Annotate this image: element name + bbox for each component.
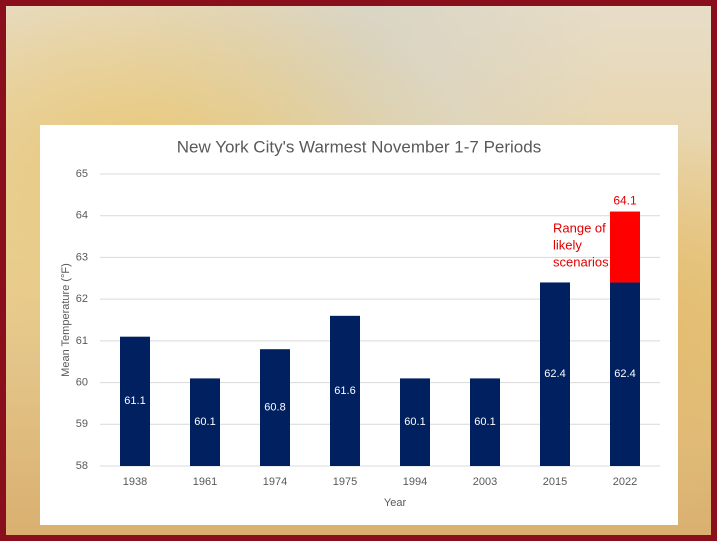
- range-bar: [610, 211, 640, 283]
- bar: [610, 282, 640, 466]
- x-tick-label: 1938: [123, 476, 147, 488]
- y-tick-label: 58: [76, 460, 88, 472]
- data-label: 61.6: [334, 385, 355, 397]
- annotation: scenarios: [553, 254, 609, 269]
- bar: [120, 336, 150, 466]
- data-label: 60.1: [194, 416, 215, 428]
- data-label: 60.1: [474, 416, 495, 428]
- y-tick-label: 62: [76, 293, 88, 305]
- y-tick-label: 63: [76, 251, 88, 263]
- data-label: 62.4: [544, 368, 565, 380]
- x-tick-label: 1994: [403, 476, 427, 488]
- y-tick-label: 64: [76, 210, 88, 222]
- y-tick-label: 65: [76, 168, 88, 180]
- y-tick-label: 59: [76, 418, 88, 430]
- data-label: 61.1: [124, 395, 145, 407]
- x-tick-label: 2022: [613, 476, 637, 488]
- range-label: 64.1: [613, 194, 637, 208]
- annotation: likely: [553, 237, 582, 252]
- x-tick-label: 1974: [263, 476, 287, 488]
- x-axis-title: Year: [384, 497, 407, 509]
- y-tick-label: 60: [76, 376, 88, 388]
- bar: [330, 315, 360, 466]
- data-label: 60.1: [404, 416, 425, 428]
- bar: [470, 378, 500, 466]
- chart-title: New York City's Warmest November 1-7 Per…: [177, 137, 541, 156]
- x-tick-label: 1961: [193, 476, 217, 488]
- y-axis-title: Mean Temperature (°F): [60, 263, 72, 377]
- bar: [400, 378, 430, 466]
- y-tick-label: 61: [76, 335, 88, 347]
- data-label: 62.4: [614, 368, 635, 380]
- x-tick-label: 2003: [473, 476, 497, 488]
- data-label: 60.8: [264, 402, 285, 414]
- x-tick-label: 2015: [543, 476, 567, 488]
- bar: [260, 349, 290, 466]
- bar: [190, 378, 220, 466]
- bar: [540, 282, 570, 466]
- annotation: Range of: [553, 220, 606, 235]
- x-tick-label: 1975: [333, 476, 357, 488]
